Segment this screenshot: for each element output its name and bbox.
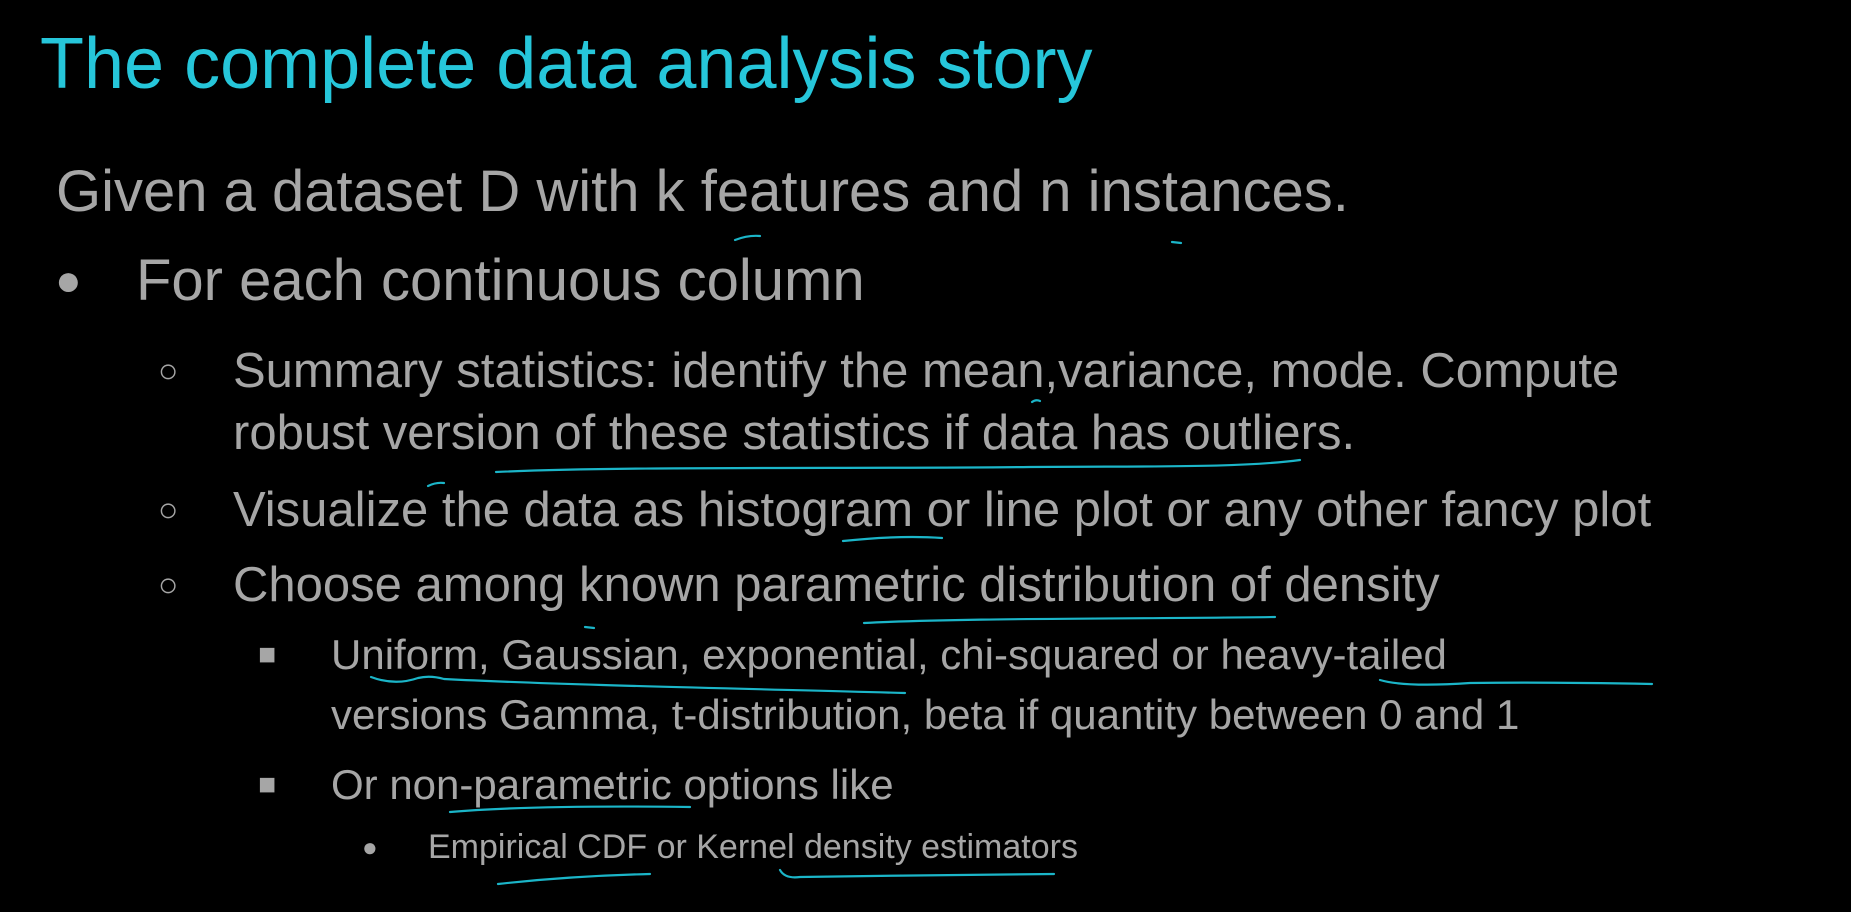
ink-underline-parametric — [862, 615, 1277, 625]
bullet-circle-1: ○ — [158, 352, 179, 390]
subsub1-text: Empirical CDF or Kernel density estimato… — [428, 828, 1078, 866]
bullet-circle-3: ○ — [158, 566, 179, 604]
bullet-square-1: ■ — [258, 638, 277, 671]
item3-text: Choose among known parametric distributi… — [233, 558, 1440, 612]
sub1-line2: versions Gamma, t-distribution, beta if … — [331, 691, 1520, 738]
sub2-text: Or non-parametric options like — [331, 761, 894, 808]
slide-title: The complete data analysis story — [40, 24, 1093, 104]
ink-underline-kernel — [778, 868, 1056, 879]
ink-mark-k — [733, 234, 762, 242]
ink-mark-n — [1170, 240, 1183, 245]
bullet-disc: ● — [55, 256, 82, 305]
item1-line2: robust version of these statistics if da… — [233, 406, 1356, 460]
bullet-small: ● — [362, 832, 378, 862]
intro-text: Given a dataset D with k features and n … — [56, 159, 1349, 224]
bullet-circle-2: ○ — [158, 491, 179, 529]
item2-text: Visualize the data as histogram or line … — [233, 483, 1652, 537]
sub1-line1: Uniform, Gaussian, exponential, chi-squa… — [331, 631, 1447, 678]
bullet-square-2: ■ — [258, 768, 277, 801]
ink-underline-empirical — [496, 872, 652, 886]
level1-item: For each continuous column — [136, 248, 865, 313]
item1-line1: Summary statistics: identify the mean,va… — [233, 344, 1620, 398]
